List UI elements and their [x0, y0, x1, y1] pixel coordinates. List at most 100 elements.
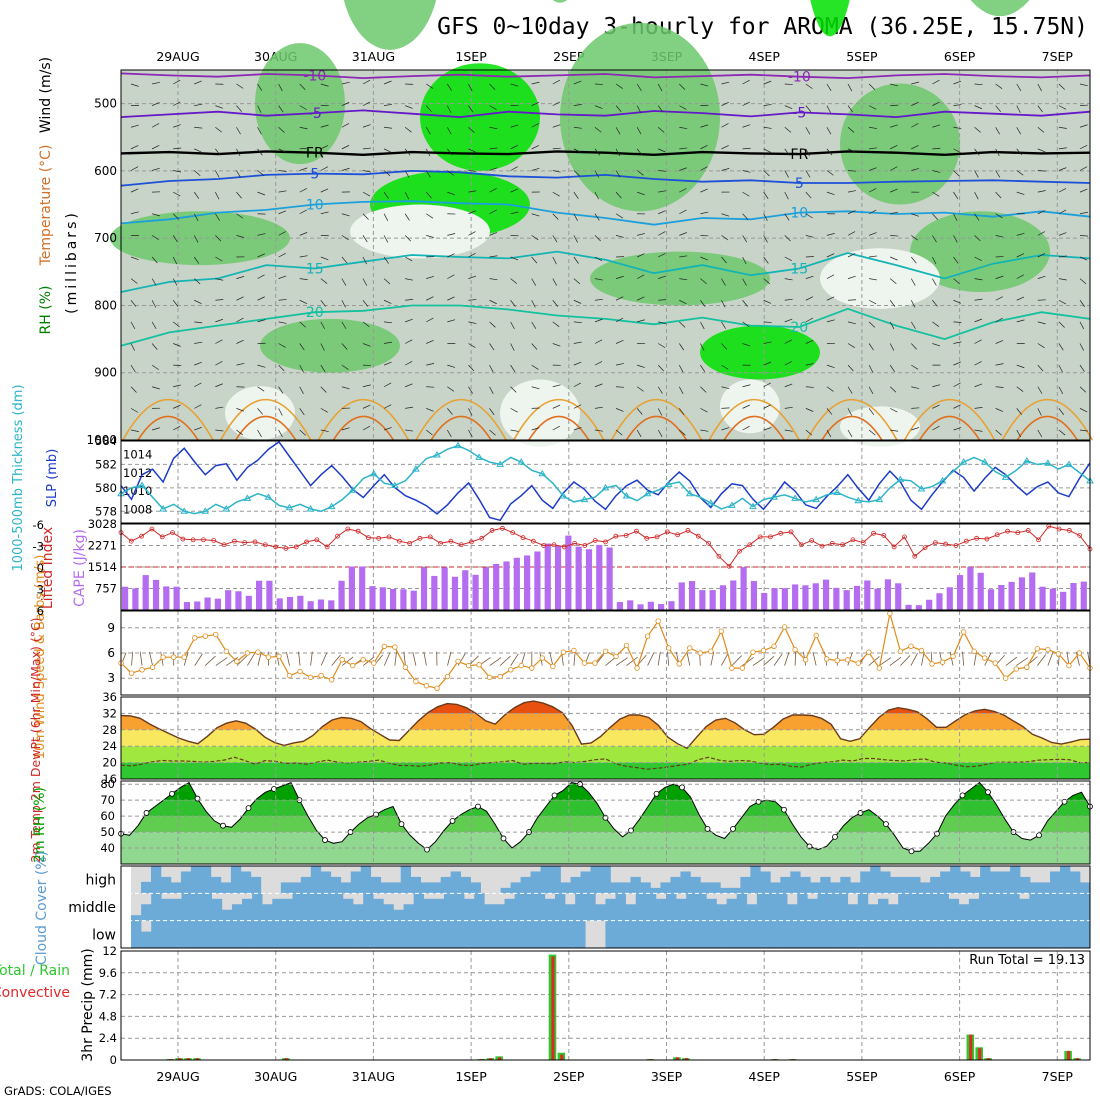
cloud-bar — [696, 921, 706, 948]
cloud-bar — [131, 921, 141, 948]
wind-speed-point — [782, 625, 787, 630]
cloud-bar — [960, 871, 970, 893]
wind-speed-point — [709, 649, 714, 654]
cloud-bar — [999, 921, 1009, 948]
cloud-bar — [333, 893, 343, 920]
cloud-bar — [898, 893, 908, 920]
wind-barb — [216, 658, 227, 666]
cloud-bar — [251, 877, 261, 893]
rh-point — [680, 785, 685, 790]
rh-tick-label: 80 — [100, 777, 115, 791]
cloud-bar — [646, 893, 656, 920]
cloud-bar — [451, 871, 461, 893]
cloud-bar — [272, 899, 282, 921]
cloud-bar — [525, 893, 535, 920]
contour-label: FR — [790, 147, 808, 163]
cloud-bar — [141, 932, 151, 948]
lifted-tick-label: 3 — [37, 583, 44, 597]
wind-speed-point — [677, 662, 682, 667]
cloud-bar — [790, 871, 800, 893]
cloud-bar — [361, 866, 371, 893]
wind-barb — [448, 652, 451, 666]
cape-bar — [503, 561, 509, 610]
cloud-bar — [737, 893, 747, 920]
cape-bar — [833, 588, 839, 610]
cloud-bar — [511, 882, 521, 893]
rh-point — [144, 810, 149, 815]
wind-speed-point — [540, 656, 545, 661]
cape-bar — [627, 600, 633, 610]
rh-point — [170, 791, 175, 796]
cloud-bar — [151, 893, 161, 920]
contour-label: 20 — [306, 305, 324, 321]
cloud-bar — [868, 904, 878, 920]
cape-bar — [1060, 592, 1066, 610]
cloud-bar — [1070, 921, 1080, 948]
cloud-bar — [171, 899, 181, 921]
contour-label: 15 — [790, 261, 808, 277]
cloud-bar — [404, 904, 414, 920]
cloud-bar — [474, 893, 484, 920]
wind-barb — [511, 654, 519, 666]
cape-bar — [875, 589, 881, 610]
cloud-bar — [878, 899, 888, 921]
wind-speed-point — [414, 679, 419, 684]
cloud-bar — [990, 871, 1000, 893]
temp-color-band — [121, 746, 1090, 762]
cape-bar — [545, 544, 551, 610]
cape-bar — [1070, 583, 1076, 610]
wind-barb — [149, 652, 152, 666]
cloud-bar — [521, 877, 531, 893]
rh-point — [246, 806, 251, 811]
cloud-bar — [750, 866, 760, 893]
rh-tick-label: 70 — [100, 793, 115, 807]
wind-speed-point — [772, 644, 777, 649]
wind-speed-point — [898, 649, 903, 654]
cloud-bar — [222, 921, 232, 948]
cloud-bar — [192, 921, 202, 948]
wind-barb — [732, 656, 742, 666]
cape-bar — [679, 582, 685, 610]
wind-tick-label: 6 — [107, 646, 115, 660]
cloud-bar — [767, 893, 777, 920]
cape-bar — [761, 593, 767, 610]
cape-bar — [1029, 573, 1035, 610]
rh-point — [960, 793, 965, 798]
precip-run-total: Run Total = 19.13 — [969, 953, 1085, 968]
upper-ylabel-temperature: Temperature (°C) — [38, 145, 54, 267]
cloud-bar — [1029, 921, 1039, 948]
cape-bar — [1039, 587, 1045, 610]
cloud-bar — [313, 921, 323, 948]
cloud-bar — [636, 893, 646, 920]
cape-bar — [524, 555, 530, 610]
cape-bar — [514, 558, 520, 610]
cloud-bar — [838, 921, 848, 948]
wind-barb — [321, 653, 327, 666]
wind-speed-point — [140, 668, 145, 673]
pressure-tick-label: 500 — [94, 97, 117, 111]
wind-speed-point — [909, 644, 914, 649]
cloud-bar — [757, 921, 767, 948]
cape-bar — [1081, 582, 1087, 610]
cloud-bar — [1070, 871, 1080, 893]
wind-speed-point — [213, 632, 218, 637]
rh-tick-label: 50 — [100, 825, 115, 839]
wind-tick-label: 3 — [107, 671, 115, 685]
wind-speed-point — [751, 650, 756, 655]
date-label-top: 1SEP — [455, 49, 487, 64]
cloud-bar — [434, 899, 444, 921]
cloud-bar — [989, 921, 999, 948]
wind-barb — [721, 653, 728, 665]
wind-barb — [195, 654, 203, 666]
cloud-bar — [241, 871, 251, 893]
cape-bar — [936, 593, 942, 610]
precip-convective-bar — [969, 1035, 972, 1060]
cloud-bar — [1060, 921, 1070, 948]
wind-speed-point — [382, 644, 387, 649]
cloud-bar — [1050, 921, 1060, 948]
cloud-bar — [700, 882, 710, 893]
cloud-bar — [797, 921, 807, 948]
wind-speed-point — [730, 666, 735, 671]
rh-point — [221, 823, 226, 828]
wind-speed-point — [761, 648, 766, 653]
